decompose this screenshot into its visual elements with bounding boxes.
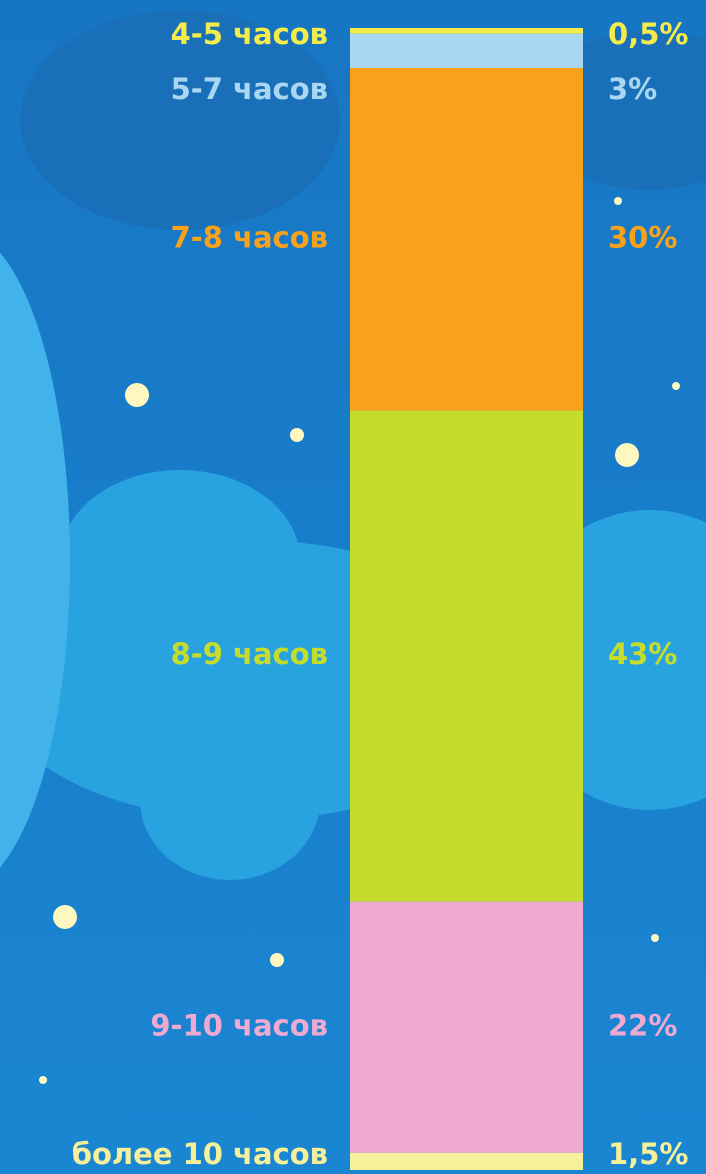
value-label: 43% [608, 637, 677, 671]
bar-segment [350, 901, 583, 1153]
category-label: 9-10 часов [150, 1008, 328, 1042]
bar-segment [350, 28, 583, 34]
value-label: 1,5% [608, 1137, 688, 1171]
value-label: 0,5% [608, 17, 688, 51]
category-label: 7-8 часов [171, 220, 328, 254]
category-label: 8-9 часов [171, 637, 328, 671]
category-label: более 10 часов [72, 1137, 328, 1171]
bar-segment [350, 33, 583, 68]
category-label: 4-5 часов [171, 17, 328, 51]
value-label: 3% [608, 72, 657, 106]
value-label: 22% [608, 1008, 677, 1042]
bar-segment [350, 1152, 583, 1170]
category-label: 5-7 часов [171, 72, 328, 106]
value-label: 30% [608, 220, 677, 254]
bar-segment [350, 410, 583, 902]
bar-segment [350, 67, 583, 411]
